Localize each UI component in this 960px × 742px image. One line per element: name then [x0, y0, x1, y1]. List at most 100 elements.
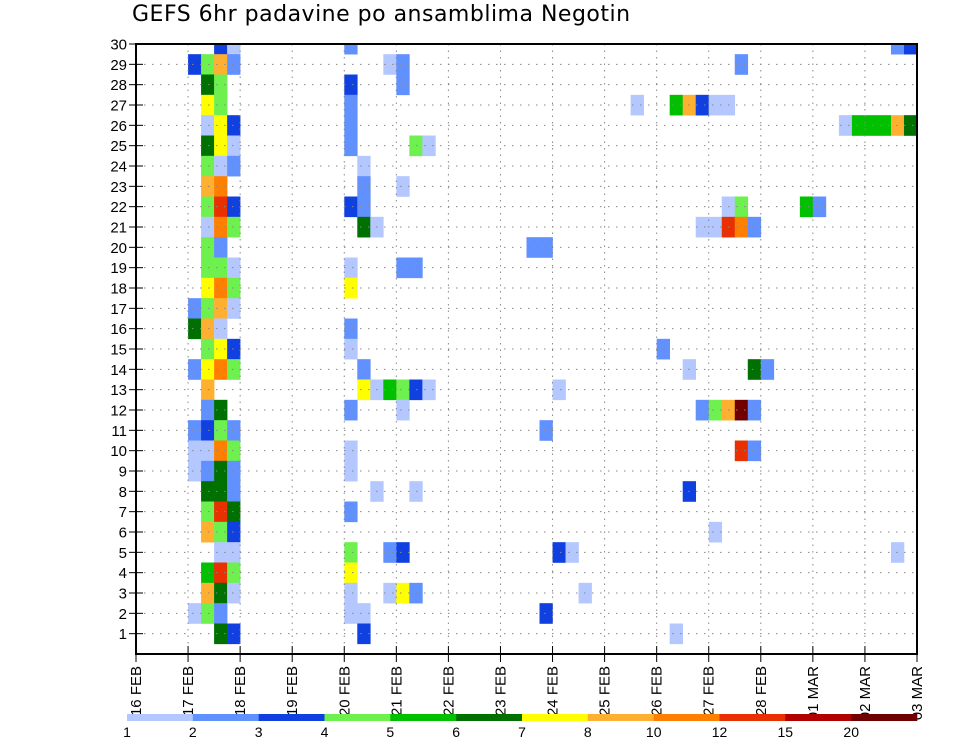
heatmap-cell [227, 115, 241, 136]
heatmap-cell [188, 460, 202, 482]
colorbar-label: 5 [386, 724, 394, 740]
heatmap-cell [734, 196, 749, 218]
heatmap-cell [227, 542, 241, 563]
heatmap-cell [214, 94, 228, 116]
heatmap-cell [422, 379, 436, 401]
heatmap-cell [227, 623, 241, 645]
heatmap-cell [214, 74, 228, 96]
colorbar-segment [192, 714, 259, 721]
heatmap-cell [214, 460, 228, 482]
heatmap-cell [760, 359, 775, 380]
heatmap-cell [357, 155, 371, 177]
y-tick-label: 5 [119, 545, 127, 562]
heatmap-cell [227, 257, 241, 279]
heatmap-cell [383, 379, 397, 401]
heatmap-cell [227, 196, 241, 218]
heatmap-cell [214, 196, 228, 218]
heatmap-cell [396, 176, 410, 197]
colorbar-segment [258, 714, 325, 721]
y-tick-label: 17 [110, 301, 127, 318]
heatmap-cell [539, 420, 553, 441]
heatmap-cell [201, 54, 215, 75]
heatmap-cell [669, 94, 683, 116]
y-tick-label: 27 [110, 98, 127, 115]
heatmap-cell [526, 237, 540, 258]
heatmap-cell [396, 257, 410, 279]
heatmap-cell [214, 115, 228, 136]
heatmap-cell [201, 216, 215, 238]
heatmap-cell [201, 94, 215, 116]
heatmap-cell [539, 603, 553, 624]
heatmap-cell [227, 481, 241, 502]
heatmap-cell [344, 196, 358, 218]
y-tick-label: 11 [111, 423, 127, 440]
colorbar-label: 1 [123, 724, 131, 740]
heatmap-cell [695, 94, 710, 116]
heatmap-cell [552, 542, 566, 563]
heatmap-cell [201, 481, 215, 502]
heatmap-cell [344, 318, 358, 340]
heatmap-cell [903, 44, 918, 55]
heatmap-cell [903, 115, 918, 136]
heatmap-cell [344, 460, 358, 482]
colorbar-label: 2 [189, 724, 197, 740]
y-tick-label: 21 [110, 220, 127, 237]
heatmap-cell [357, 216, 371, 238]
colorbar-segment [522, 714, 589, 721]
y-axis: 1234567891011121314151617181920212223242… [110, 37, 143, 643]
heatmap-cell [201, 603, 215, 624]
heatmap-cell [890, 115, 905, 136]
heatmap-cell [552, 379, 566, 401]
heatmap-cell [708, 399, 723, 421]
heatmap-cell [890, 542, 905, 563]
heatmap-cell [383, 54, 397, 75]
heatmap-cell [708, 94, 723, 116]
heatmap-cell [201, 582, 215, 604]
heatmap-cell [396, 74, 410, 96]
heatmap-cell [656, 338, 670, 360]
heatmap-cell [201, 196, 215, 218]
heatmap-cell [201, 562, 215, 584]
y-tick-label: 18 [110, 281, 127, 298]
heatmap-cell [188, 420, 202, 441]
heatmap-cell [201, 399, 215, 421]
heatmap-cell [201, 135, 215, 157]
x-tick-label: 26 FEB [649, 666, 666, 716]
heatmap-cell [344, 115, 358, 136]
heatmap-cell [734, 216, 749, 238]
heatmap-cell [214, 338, 228, 360]
colorbar-label: 10 [646, 724, 662, 740]
colorbar-label: 15 [778, 724, 794, 740]
heatmap-cell [539, 237, 553, 258]
heatmap-cell [214, 623, 228, 645]
heatmap-cell [201, 379, 215, 401]
heatmap-cell [214, 257, 228, 279]
heatmap-cell [747, 359, 762, 380]
x-tick-label: 18 FEB [232, 666, 249, 716]
heatmap-cell [227, 298, 241, 319]
heatmap-cell [344, 399, 358, 421]
heatmap-cell [201, 155, 215, 177]
heatmap-cell [344, 501, 358, 523]
y-tick-label: 15 [110, 342, 127, 359]
y-tick-label: 12 [110, 403, 127, 420]
heatmap-cell [188, 359, 202, 380]
colorbar-segment [785, 714, 852, 721]
heatmap-cell [227, 135, 241, 157]
colorbar-segment [390, 714, 457, 721]
colorbar-segment [587, 714, 654, 721]
heatmap-cell [799, 196, 814, 218]
heatmap-cell [201, 257, 215, 279]
heatmap-cell [890, 44, 905, 55]
colorbar-segment [456, 714, 523, 721]
heatmap-cell [357, 359, 371, 380]
heatmap-cell [214, 521, 228, 543]
heatmap-cell [396, 542, 410, 563]
colorbar-label: 6 [452, 724, 460, 740]
y-tick-label: 28 [110, 77, 127, 94]
heatmap-cell [695, 399, 710, 421]
chart-title: GEFS 6hr padavine po ansamblima Negotin [132, 2, 631, 27]
heatmap-cell [396, 54, 410, 75]
y-tick-label: 4 [119, 565, 127, 582]
colorbar-label: 7 [518, 724, 526, 740]
